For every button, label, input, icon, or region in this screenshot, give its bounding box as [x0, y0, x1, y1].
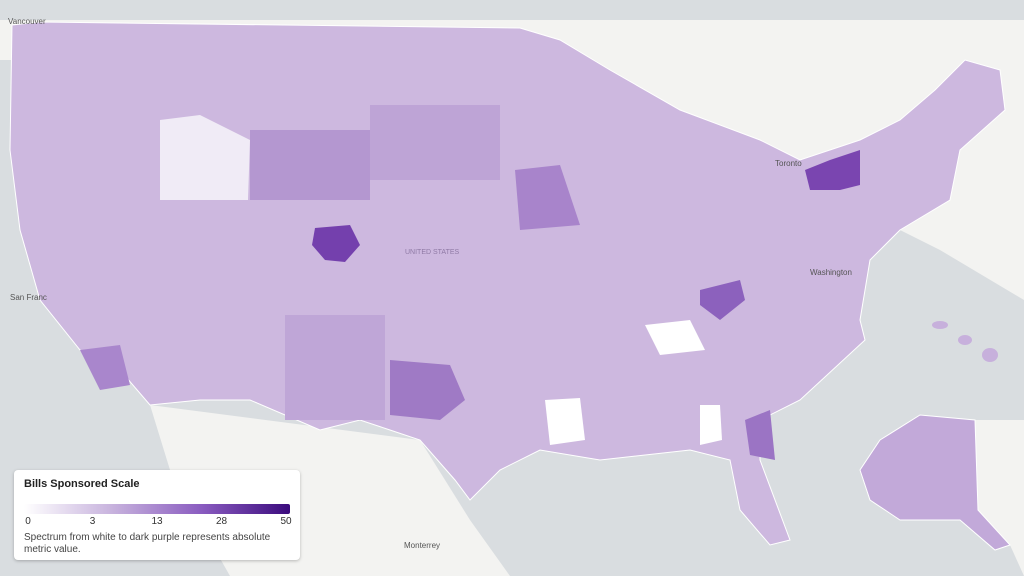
region [312, 225, 360, 262]
region [645, 320, 705, 355]
legend-tick-label: 13 [151, 516, 163, 527]
legend-tick-label: 3 [89, 516, 96, 527]
region [80, 345, 130, 390]
city-label: Toronto [775, 159, 802, 168]
legend-tick-label: 28 [215, 516, 228, 527]
region [285, 315, 385, 420]
city-label: Washington [810, 268, 852, 277]
region [700, 405, 722, 445]
country-label: UNITED STATES [405, 249, 460, 256]
canada-west [975, 420, 1024, 576]
color-scale [24, 504, 290, 514]
city-label: Monterrey [404, 541, 440, 550]
legend-ticks: 0 3 13 28 50 [24, 514, 292, 528]
region [160, 115, 250, 200]
legend-title: Bills Sponsored Scale [24, 478, 140, 490]
legend: Bills Sponsored Scale 0 3 13 28 50 Spectrum … [14, 470, 300, 560]
alaska [859, 414, 1011, 551]
hawaii [982, 348, 998, 362]
region [700, 280, 745, 320]
region [805, 150, 860, 190]
region [250, 130, 370, 200]
region [515, 165, 580, 230]
city-label: San Franc [10, 293, 47, 302]
legend-description: Spectrum from white to dark purple repre… [24, 532, 271, 555]
region [745, 410, 775, 460]
legend-tick-label: 50 [280, 516, 292, 527]
region [370, 105, 500, 180]
region [390, 360, 465, 420]
region [545, 398, 585, 445]
hawaii [958, 335, 972, 345]
hawaii [932, 321, 948, 329]
city-label: Vancouver [8, 17, 46, 26]
canada [0, 20, 1024, 300]
legend-tick-label: 0 [25, 516, 31, 527]
